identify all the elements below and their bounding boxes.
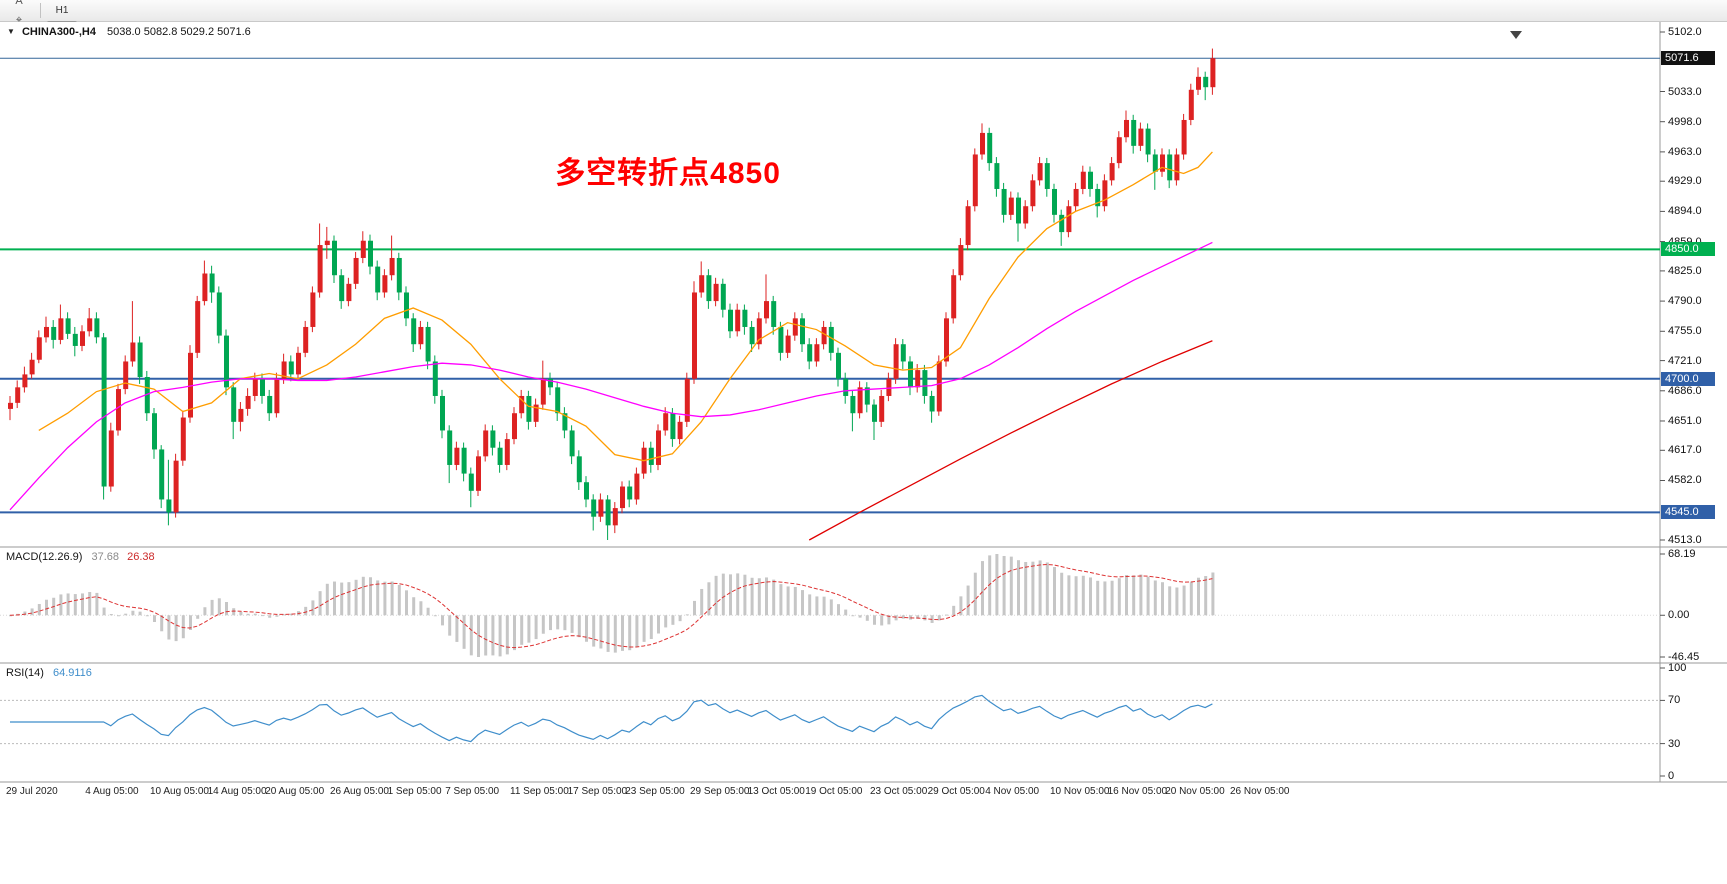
time-axis-label: 10 Aug 05:00 <box>150 786 209 797</box>
rsi-indicator-header: RSI(14) 64.9116 <box>6 667 92 679</box>
time-axis-label: 14 Aug 05:00 <box>207 786 267 797</box>
rsi-value: 64.9116 <box>52 667 92 679</box>
ma-slow-red <box>808 340 1213 541</box>
rsi-line <box>10 694 1213 743</box>
time-axis-label: 26 Nov 05:00 <box>1230 786 1290 797</box>
ma-mid-magenta <box>9 241 1213 511</box>
annotation-text: 多空转折点4850 <box>555 156 781 190</box>
candles <box>8 48 1216 540</box>
time-axis-label: 4 Nov 05:00 <box>985 786 1040 797</box>
time-axis-label: 20 Nov 05:00 <box>1165 786 1225 797</box>
price-tick: 4651.0 <box>1668 414 1702 427</box>
time-axis-label: 1 Sep 05:00 <box>387 786 442 797</box>
price-tick: 4686.0 <box>1668 384 1702 397</box>
moving-average-lines <box>9 151 1213 541</box>
chart-shift-marker-icon[interactable] <box>1510 31 1522 39</box>
rsi-axis-tick: 100 <box>1668 662 1687 674</box>
time-axis-label: 29 Oct 05:00 <box>927 786 985 797</box>
rsi-axis-tick: 70 <box>1668 694 1681 707</box>
time-axis-label: 19 Oct 05:00 <box>805 786 863 797</box>
price-tick: 4929.0 <box>1668 175 1702 188</box>
macd-indicator-header: MACD(12.26.9) 37.68 26.38 <box>6 551 155 563</box>
rsi-label: RSI(14) <box>6 667 44 679</box>
toolbar: ▦A⌖⇅▾ M1M5M15M30H1H4D1W1MN <box>0 0 1727 96</box>
time-axis-label: 23 Oct 05:00 <box>870 786 928 797</box>
horizontal-level-lines <box>0 57 1660 514</box>
toolbar-separator <box>40 3 41 18</box>
price-tick: 4825.0 <box>1668 264 1702 277</box>
time-axis-label: 7 Sep 05:00 <box>445 786 500 797</box>
price-tick: 4513.0 <box>1668 534 1702 546</box>
macd-signal-value: 26.38 <box>127 551 155 563</box>
macd-pane <box>0 554 1660 657</box>
time-axis-label: 11 Sep 05:00 <box>510 786 569 797</box>
price-tick: 4894.0 <box>1668 205 1702 218</box>
price-tag: 5071.6 <box>1661 51 1715 66</box>
price-tick: 4998.0 <box>1668 115 1702 128</box>
text-label-button[interactable]: A <box>15 0 23 7</box>
price-tag: 4700.0 <box>1661 371 1715 386</box>
rsi-pane <box>0 694 1660 745</box>
crosshair-button[interactable]: ⌖ <box>15 14 23 26</box>
symbol-timeframe-label: CHINA300-,H4 <box>21 26 96 38</box>
chart-canvas[interactable] <box>0 22 1727 884</box>
time-axis-label: 26 Aug 05:00 <box>330 786 389 797</box>
time-axis-label: 17 Sep 05:00 <box>567 786 628 797</box>
price-tick: 4755.0 <box>1668 325 1702 338</box>
timeframe-button-h1[interactable]: H1 <box>55 5 69 16</box>
chart-header: ▼ CHINA300-,H4 5038.0 5082.8 5029.2 5071… <box>7 26 251 38</box>
price-tick: 4963.0 <box>1668 145 1702 158</box>
price-tick: 5102.0 <box>1668 26 1702 38</box>
time-axis-label: 4 Aug 05:00 <box>85 786 139 797</box>
ohlc-readout: 5038.0 5082.8 5029.2 5071.6 <box>107 26 251 38</box>
time-axis-label: 10 Nov 05:00 <box>1050 786 1110 797</box>
macd-label: MACD(12.26.9) <box>6 551 83 563</box>
price-tag: 4545.0 <box>1661 505 1715 520</box>
rsi-axis-tick: 0 <box>1668 770 1675 782</box>
chart-dropdown-icon[interactable]: ▼ <box>7 27 15 36</box>
price-tick: 4721.0 <box>1668 354 1702 367</box>
macd-signal-line <box>9 563 1213 649</box>
price-tag: 4850.0 <box>1661 242 1715 257</box>
rsi-axis-tick: 30 <box>1668 737 1681 750</box>
price-tick: 4582.0 <box>1668 474 1702 487</box>
chart-area[interactable]: ▼ CHINA300-,H4 5038.0 5082.8 5029.2 5071… <box>0 22 1727 884</box>
price-tick: 5033.0 <box>1668 85 1702 98</box>
time-axis-label: 29 Sep 05:00 <box>690 786 750 797</box>
pane-separators <box>0 22 1727 783</box>
ma-fast-orange <box>38 151 1213 462</box>
price-tick: 4790.0 <box>1668 295 1702 308</box>
axis-tick-marks <box>1660 31 1665 777</box>
macd-axis-tick: 0.00 <box>1668 609 1690 622</box>
macd-axis-tick: 68.19 <box>1668 548 1696 560</box>
macd-main-value: 37.68 <box>91 551 120 563</box>
time-axis-label: 20 Aug 05:00 <box>265 786 325 797</box>
time-axis-label: 29 Jul 2020 <box>6 786 58 797</box>
price-tick: 4617.0 <box>1668 444 1702 457</box>
time-axis-label: 13 Oct 05:00 <box>747 786 805 797</box>
time-axis-label: 16 Nov 05:00 <box>1107 786 1168 797</box>
time-axis-label: 23 Sep 05:00 <box>625 786 685 797</box>
macd-axis-tick: -46.45 <box>1668 651 1700 663</box>
